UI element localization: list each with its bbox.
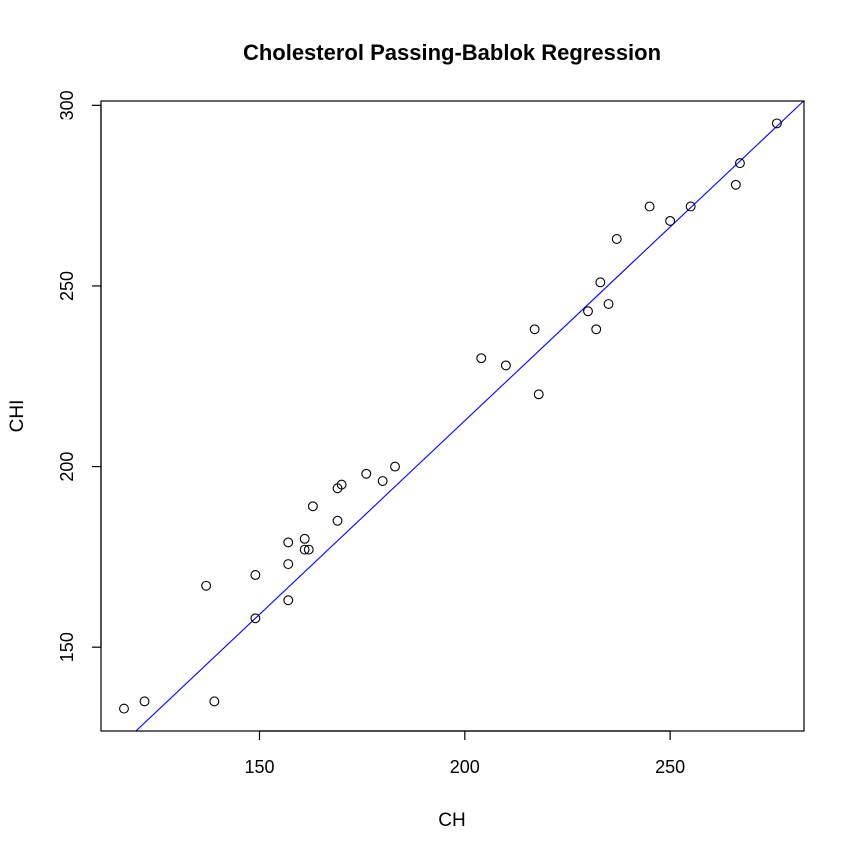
- data-point: [595, 277, 606, 288]
- data-point: [611, 234, 622, 244]
- data-point: [583, 306, 593, 317]
- y-axis-label: CHI: [7, 400, 28, 433]
- y-tick-label: 300: [57, 90, 77, 120]
- data-point: [250, 569, 261, 580]
- x-tick-label: 200: [450, 757, 480, 777]
- data-point: [533, 389, 544, 400]
- y-tick-label: 200: [57, 452, 77, 482]
- data-point: [283, 559, 294, 570]
- y-tick-label: 150: [57, 632, 77, 662]
- data-point: [283, 595, 294, 606]
- data-point: [476, 353, 487, 364]
- data-point: [119, 703, 129, 714]
- y-axis: 150 200 250 300: [57, 90, 102, 662]
- data-point: [390, 461, 400, 472]
- regression-line: [135, 101, 804, 731]
- y-tick-label: 250: [57, 271, 77, 301]
- data-point: [361, 468, 372, 479]
- data-point: [299, 533, 310, 544]
- data-point: [299, 544, 310, 555]
- data-point: [665, 215, 676, 226]
- x-tick-label: 250: [655, 757, 685, 777]
- data-point: [603, 299, 614, 309]
- data-point: [500, 360, 511, 371]
- x-tick-label: 150: [244, 757, 274, 777]
- plot-area: [119, 101, 804, 731]
- data-point: [685, 201, 696, 212]
- data-point: [139, 696, 150, 707]
- data-point: [591, 324, 602, 335]
- data-point: [644, 201, 655, 212]
- data-point: [209, 696, 220, 707]
- data-point: [201, 580, 212, 591]
- data-point: [303, 544, 314, 555]
- chart-title: Cholesterol Passing-Bablok Regression: [243, 40, 661, 65]
- data-point: [336, 479, 347, 490]
- data-point: [307, 501, 318, 512]
- data-point: [377, 476, 388, 486]
- data-point: [771, 118, 782, 129]
- data-point: [730, 179, 741, 190]
- data-point: [283, 537, 294, 548]
- x-axis: 150 200 250: [244, 730, 685, 777]
- data-point: [734, 158, 745, 169]
- x-axis-label: CH: [438, 810, 465, 831]
- data-point: [250, 613, 261, 624]
- data-point: [529, 324, 540, 335]
- data-point: [332, 515, 343, 526]
- plot-box: [100, 100, 805, 732]
